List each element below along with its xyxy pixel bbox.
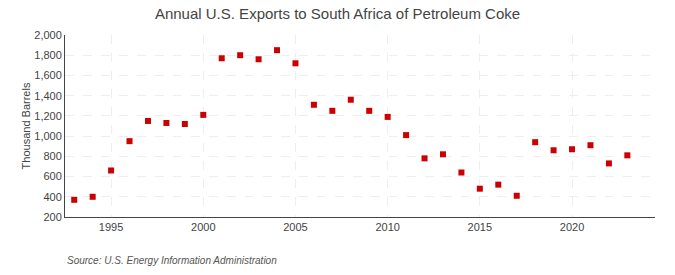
svg-text:2000: 2000 <box>191 221 215 233</box>
svg-text:2005: 2005 <box>283 221 307 233</box>
svg-text:Source: U.S. Energy Informatio: Source: U.S. Energy Information Administ… <box>67 255 277 266</box>
svg-text:1,600: 1,600 <box>34 69 62 81</box>
svg-text:400: 400 <box>43 191 61 203</box>
svg-text:2010: 2010 <box>375 221 399 233</box>
svg-text:1,400: 1,400 <box>34 90 62 102</box>
svg-text:200: 200 <box>43 211 61 223</box>
svg-text:600: 600 <box>43 170 61 182</box>
svg-text:Annual U.S. Exports to South A: Annual U.S. Exports to South Africa of P… <box>155 5 520 22</box>
svg-text:1995: 1995 <box>99 221 123 233</box>
svg-text:2015: 2015 <box>468 221 492 233</box>
svg-text:800: 800 <box>43 150 61 162</box>
svg-text:2,000: 2,000 <box>34 29 62 41</box>
svg-text:Thousand Barrels: Thousand Barrels <box>20 82 32 169</box>
svg-text:1,000: 1,000 <box>34 130 62 142</box>
svg-text:2020: 2020 <box>560 221 584 233</box>
svg-text:1,800: 1,800 <box>34 49 62 61</box>
svg-text:1,200: 1,200 <box>34 110 62 122</box>
